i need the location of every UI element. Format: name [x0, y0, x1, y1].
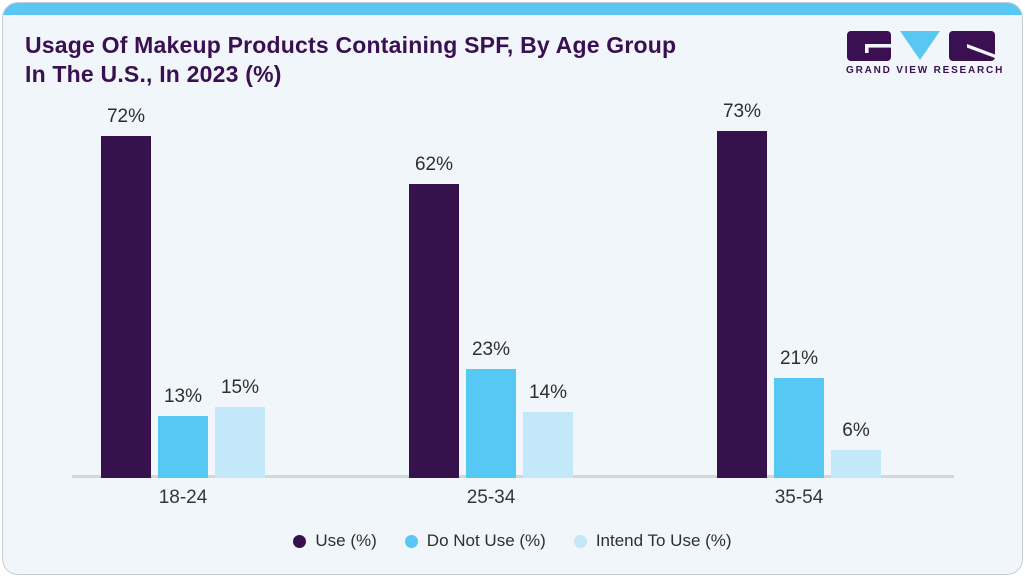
- bar-cell: 6%: [831, 419, 881, 478]
- legend-item: Use (%): [293, 531, 377, 551]
- bar-value-label: 14%: [528, 381, 568, 403]
- x-axis-label: 18-24: [158, 487, 208, 508]
- plot-area: 72% 13% 15% 62% 23% 14% 73% 21% 6%: [3, 3, 1022, 478]
- bar-value-label: 62%: [414, 153, 454, 175]
- bar: [774, 378, 824, 478]
- legend-label: Intend To Use (%): [595, 531, 732, 550]
- bar-group: 62% 23% 14%: [409, 153, 573, 478]
- x-axis-label: 25-34: [466, 487, 516, 508]
- gvr-logo-text: GRAND VIEW RESEARCH: [846, 65, 1005, 76]
- bar-cell: 15%: [215, 377, 265, 478]
- bar-value-label: 15%: [220, 376, 260, 398]
- legend-swatch: [573, 534, 587, 548]
- bar: [215, 406, 265, 478]
- bar-value-label: 6%: [842, 419, 870, 441]
- legend-item: Intend To Use (%): [573, 531, 732, 551]
- bar-value-label: 72%: [106, 106, 146, 127]
- bar: [101, 136, 151, 478]
- bar: [831, 449, 881, 478]
- bar-value-label: 21%: [779, 348, 819, 370]
- legend-item: Do Not Use (%): [404, 531, 546, 551]
- bar-group: 72% 13% 15%: [101, 106, 265, 478]
- bar: [158, 416, 208, 478]
- bar-cell: 73%: [717, 101, 767, 478]
- gvr-logo: GRAND VIEW RESEARCH: [846, 30, 1005, 76]
- bar-value-label: 13%: [163, 386, 203, 408]
- gvr-logo-mark: [847, 31, 995, 61]
- legend-label: Do Not Use (%): [426, 531, 546, 550]
- bar-cell: 13%: [158, 386, 208, 478]
- legend-label: Use (%): [315, 531, 377, 550]
- bar: [717, 131, 767, 478]
- legend-swatch: [293, 534, 307, 548]
- bar-cell: 21%: [774, 348, 824, 478]
- bar: [466, 368, 516, 478]
- bar-value-label: 73%: [722, 101, 762, 123]
- chart-title: Usage Of Makeup Products Containing SPF,…: [25, 31, 676, 89]
- bar: [523, 411, 573, 478]
- top-accent-bar: [3, 3, 1022, 15]
- chart-title-line2: In The U.S., In 2023 (%): [25, 61, 282, 87]
- bar-cell: 72%: [101, 106, 151, 478]
- bar: [409, 183, 459, 478]
- legend-swatch: [404, 534, 418, 548]
- bar-group: 73% 21% 6%: [717, 101, 881, 478]
- bar-value-label: 23%: [471, 338, 511, 360]
- bar-cell: 14%: [523, 381, 573, 478]
- bar-cell: 62%: [409, 153, 459, 478]
- x-axis-label: 35-54: [774, 487, 824, 508]
- legend: Use (%) Do Not Use (%) Intend To Use (%): [3, 531, 1022, 551]
- chart-title-line1: Usage Of Makeup Products Containing SPF,…: [25, 32, 677, 58]
- bar-cell: 23%: [466, 339, 516, 478]
